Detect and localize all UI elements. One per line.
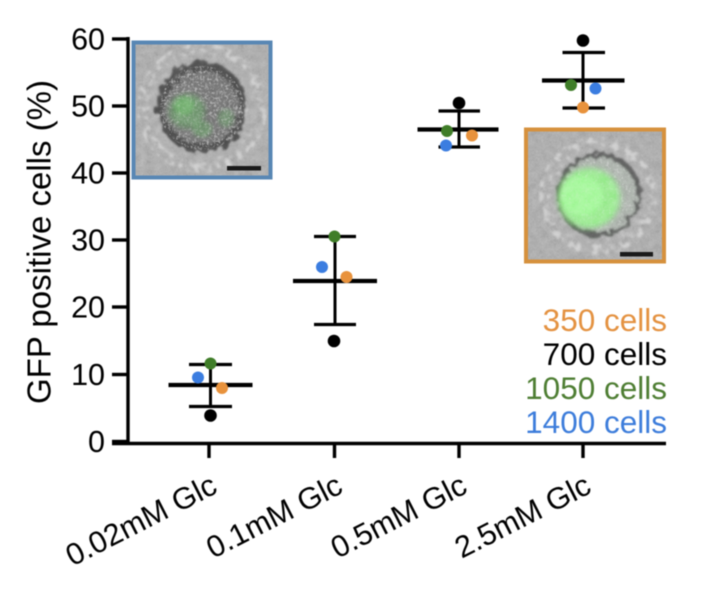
svg-text:30: 30 (71, 224, 105, 258)
svg-text:40: 40 (71, 157, 105, 191)
svg-text:0: 0 (88, 425, 105, 459)
svg-text:1400 cells: 1400 cells (525, 404, 667, 440)
svg-text:0.5mM Glc: 0.5mM Glc (325, 468, 472, 565)
svg-text:1050 cells: 1050 cells (525, 370, 667, 406)
svg-text:350 cells: 350 cells (543, 302, 667, 338)
svg-text:10: 10 (71, 358, 105, 392)
svg-text:0.02mM Glc: 0.02mM Glc (60, 468, 222, 573)
svg-text:20: 20 (71, 291, 105, 325)
svg-text:60: 60 (71, 23, 105, 57)
svg-text:700 cells: 700 cells (543, 336, 667, 372)
svg-text:50: 50 (71, 90, 105, 124)
svg-text:2.5mM Glc: 2.5mM Glc (449, 468, 596, 565)
svg-text:GFP positive cells (%): GFP positive cells (%) (21, 80, 58, 404)
svg-text:0.1mM Glc: 0.1mM Glc (201, 468, 348, 565)
